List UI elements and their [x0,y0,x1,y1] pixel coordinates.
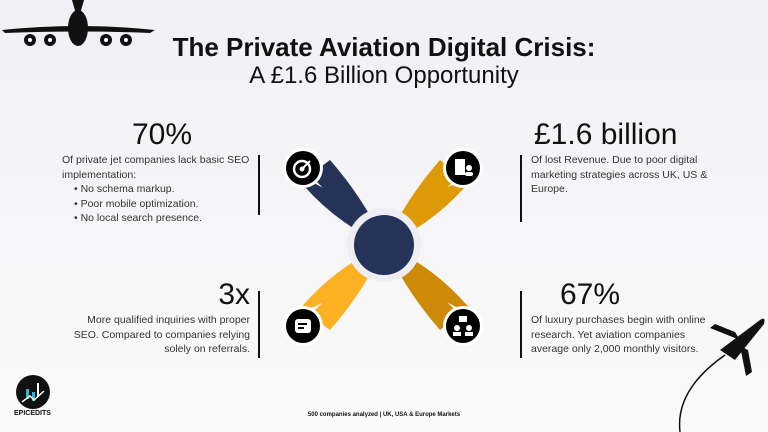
stat-value: 3x [218,278,250,311]
x-diagram [283,148,483,346]
center-circle [354,215,414,275]
stat-text: Of lost Revenue. Due to poor digital mar… [531,154,708,195]
divider [520,155,522,222]
org-chart-icon [443,306,483,346]
logo [16,375,50,409]
building-person-icon [443,148,483,188]
stat-value: 70% [132,118,193,151]
title-line2: A £1.6 Billion Opportunity [249,62,519,89]
footer-note: 500 companies analyzed | UK, USA & Europ… [307,412,461,418]
airplane-icon [2,0,155,46]
divider [258,291,260,358]
stat-text: More qualified inquiries with proper SEO… [73,314,250,355]
logo-text: EPICEDITS [14,410,51,417]
target-icon [283,148,323,188]
title-line1: The Private Aviation Digital Crisis: [172,32,596,62]
divider [520,291,522,358]
stat-value: 67% [560,278,621,311]
divider [258,155,260,215]
bullet: No local search presence. [74,211,252,226]
stat-text: Of luxury purchases begin with online re… [531,314,706,355]
airplane-trail-icon [678,318,765,432]
bullet: Poor mobile optimization. [74,197,252,212]
bullet: No schema markup. [74,182,252,197]
stat-value: £1.6 billion [534,118,678,151]
chat-icon [283,306,323,346]
stat-text: Of private jet companies lack basic SEO … [62,154,250,181]
